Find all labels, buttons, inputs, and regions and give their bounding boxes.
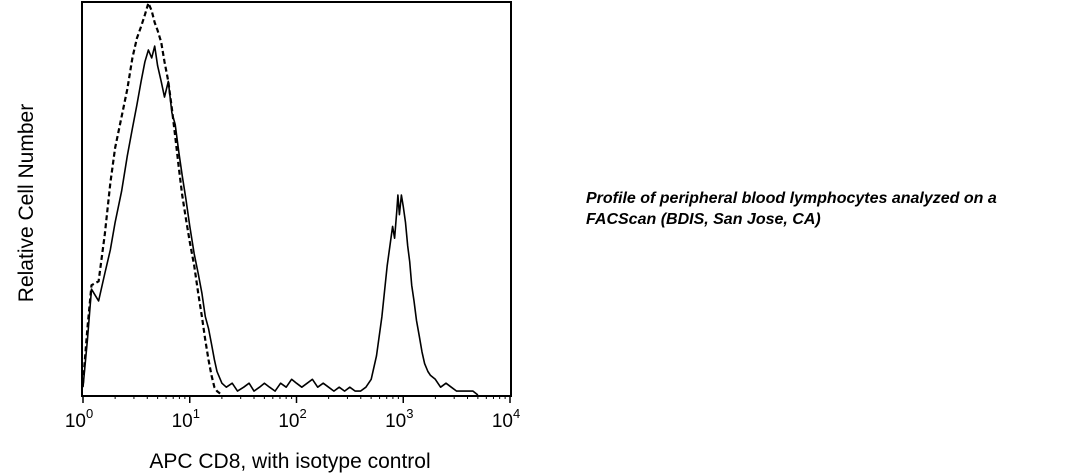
figure-caption: Profile of peripheral blood lymphocytes … [586,188,1070,230]
x-tick-label: 100 [65,406,93,432]
plot-frame [81,1,512,397]
y-axis-label: Relative Cell Number [15,104,38,302]
x-tick-label: 104 [492,406,520,432]
x-tick-label: 102 [278,406,306,432]
x-tick-exponent: 3 [406,406,413,421]
x-tick-label: 101 [172,406,200,432]
caption-line-1: Profile of peripheral blood lymphocytes … [586,190,997,207]
x-axis-ticks: 100 101 102 103 104 [65,395,520,432]
x-tick-base: 10 [278,411,299,432]
x-tick-base: 10 [492,411,513,432]
x-tick-exponent: 4 [513,406,520,421]
x-tick-base: 10 [385,411,406,432]
x-tick-exponent: 0 [86,406,93,421]
histogram-chart: 100 101 102 103 104 APC CD8, with isotype co… [15,1,520,473]
series-dashed-line [81,1,223,396]
x-axis-label: APC CD8, with isotype control [149,450,430,473]
x-tick-exponent: 1 [193,406,200,421]
caption-line-2: FACScan (BDIS, San Jose, CA) [586,211,821,228]
x-tick-base: 10 [65,411,86,432]
x-tick-exponent: 2 [299,406,306,421]
series-solid-line [82,45,479,396]
x-tick-label: 103 [385,406,413,432]
x-tick-base: 10 [172,411,193,432]
series-layer [81,1,479,396]
